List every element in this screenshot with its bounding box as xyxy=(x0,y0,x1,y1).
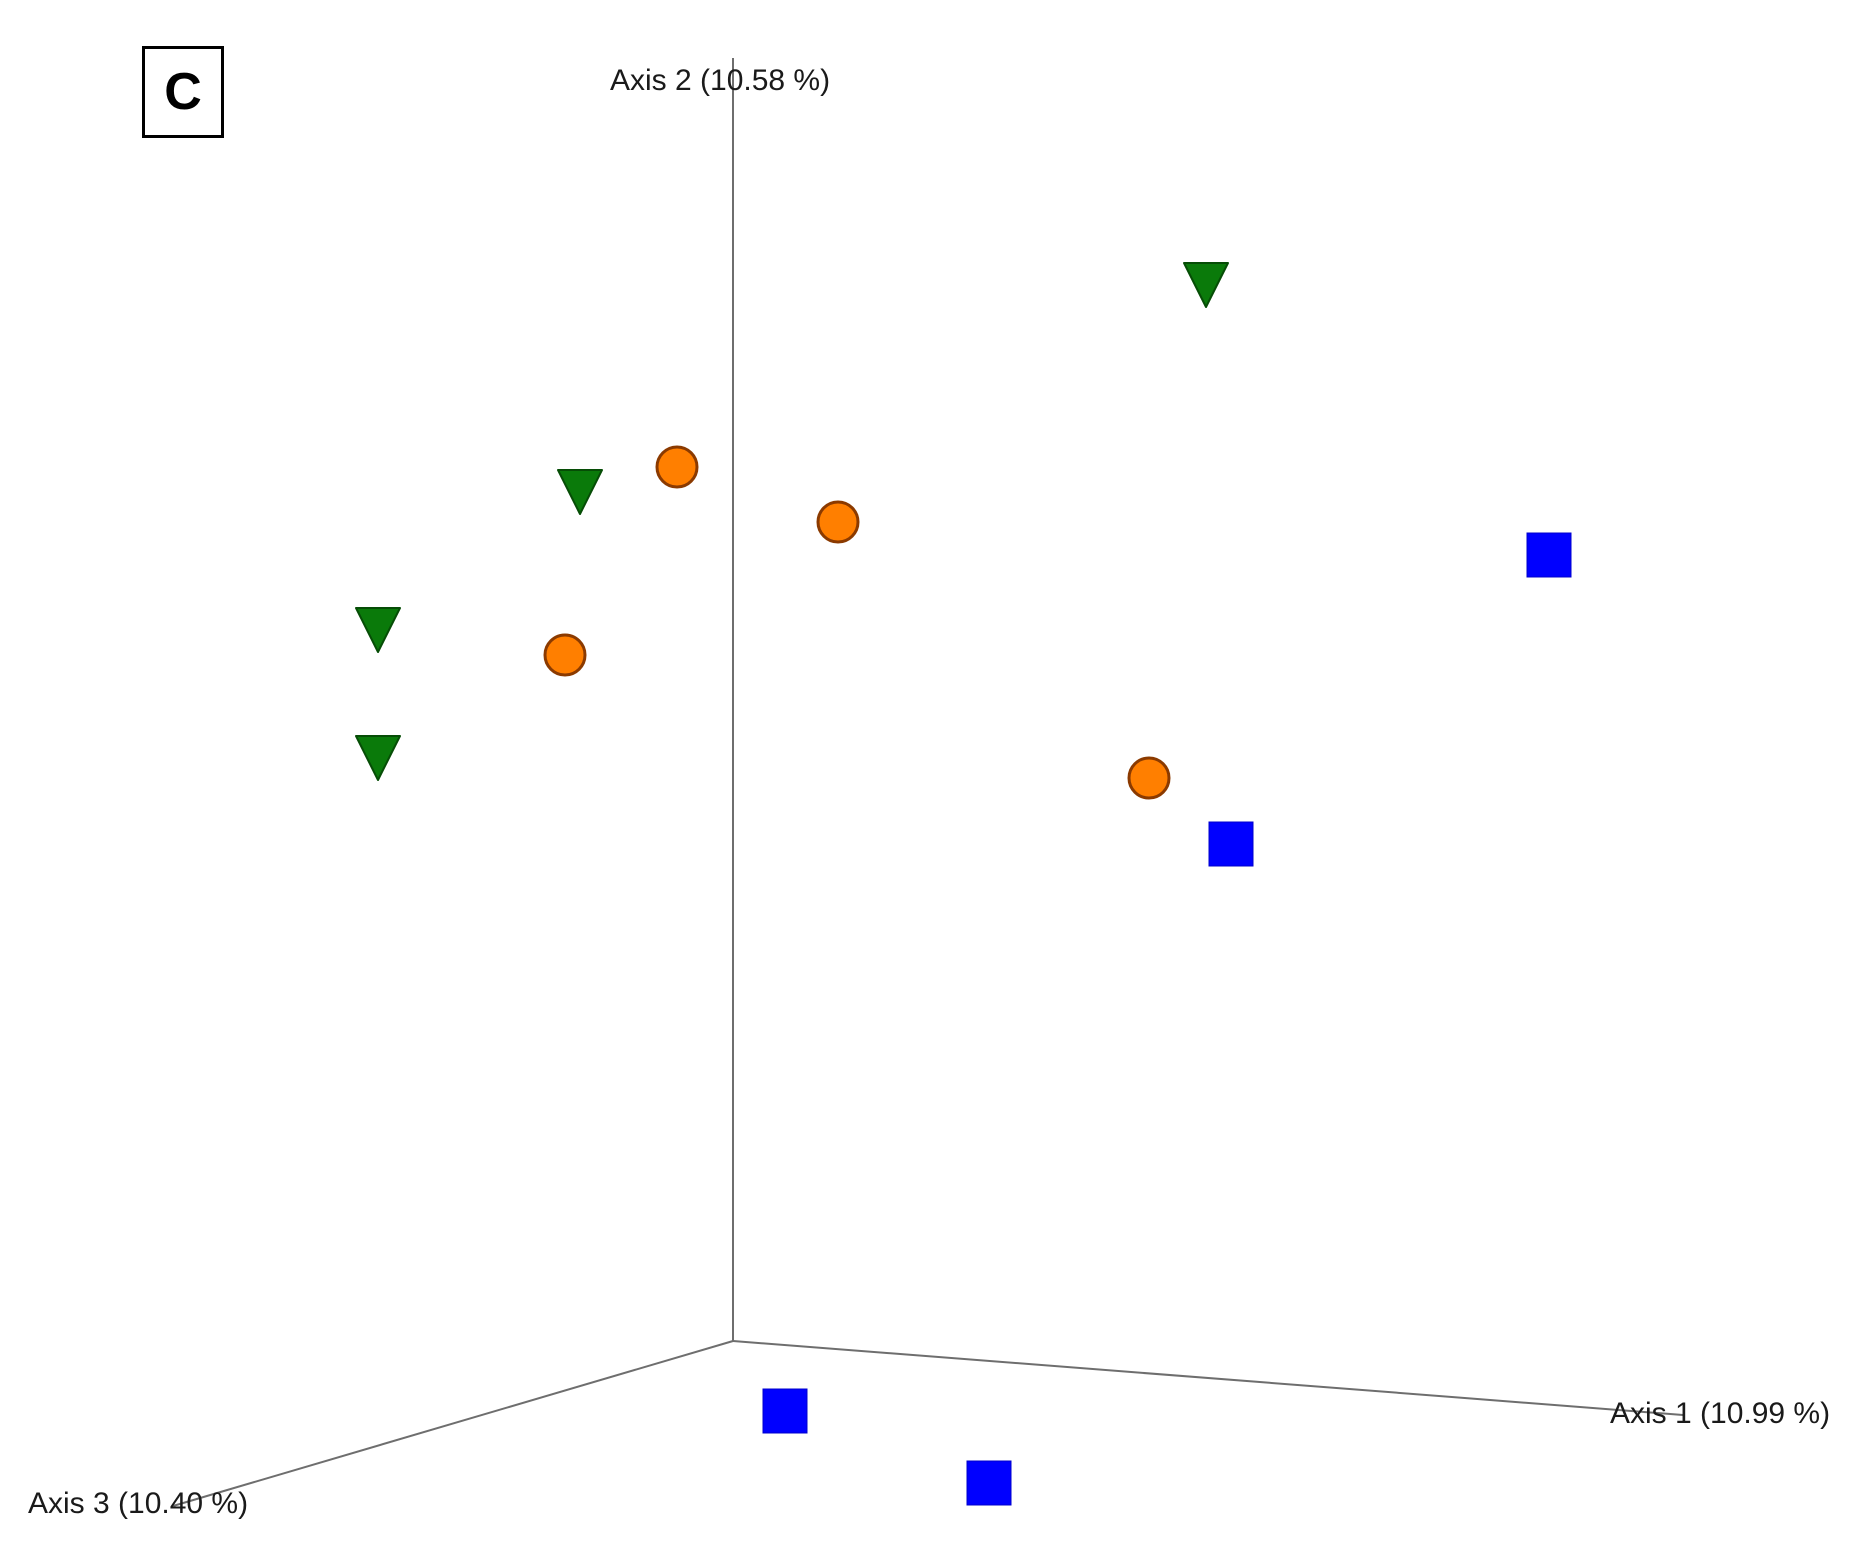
axis2-label: Axis 2 (10.58 %) xyxy=(610,64,830,97)
circle-point-2 xyxy=(816,500,860,544)
triangle-down-point-4 xyxy=(355,735,401,781)
panel-label-box: C xyxy=(142,46,224,138)
triangle-down-point-3 xyxy=(355,607,401,653)
axis3-line xyxy=(172,1340,734,1507)
axis1-line xyxy=(732,1340,1684,1416)
square-point-4 xyxy=(966,1460,1012,1506)
circle-point-4 xyxy=(1127,756,1171,800)
axis3-label: Axis 3 (10.40 %) xyxy=(28,1487,248,1520)
panel-label: C xyxy=(164,63,202,121)
square-point-2 xyxy=(1208,821,1254,867)
axis1-label: Axis 1 (10.99 %) xyxy=(1610,1397,1830,1430)
triangle-down-point-1 xyxy=(1183,262,1229,308)
square-point-1 xyxy=(1526,532,1572,578)
data-markers xyxy=(355,262,1572,1506)
circle-point-3 xyxy=(543,633,587,677)
triangle-down-point-2 xyxy=(557,469,603,515)
square-point-3 xyxy=(762,1388,808,1434)
circle-point-1 xyxy=(655,445,699,489)
